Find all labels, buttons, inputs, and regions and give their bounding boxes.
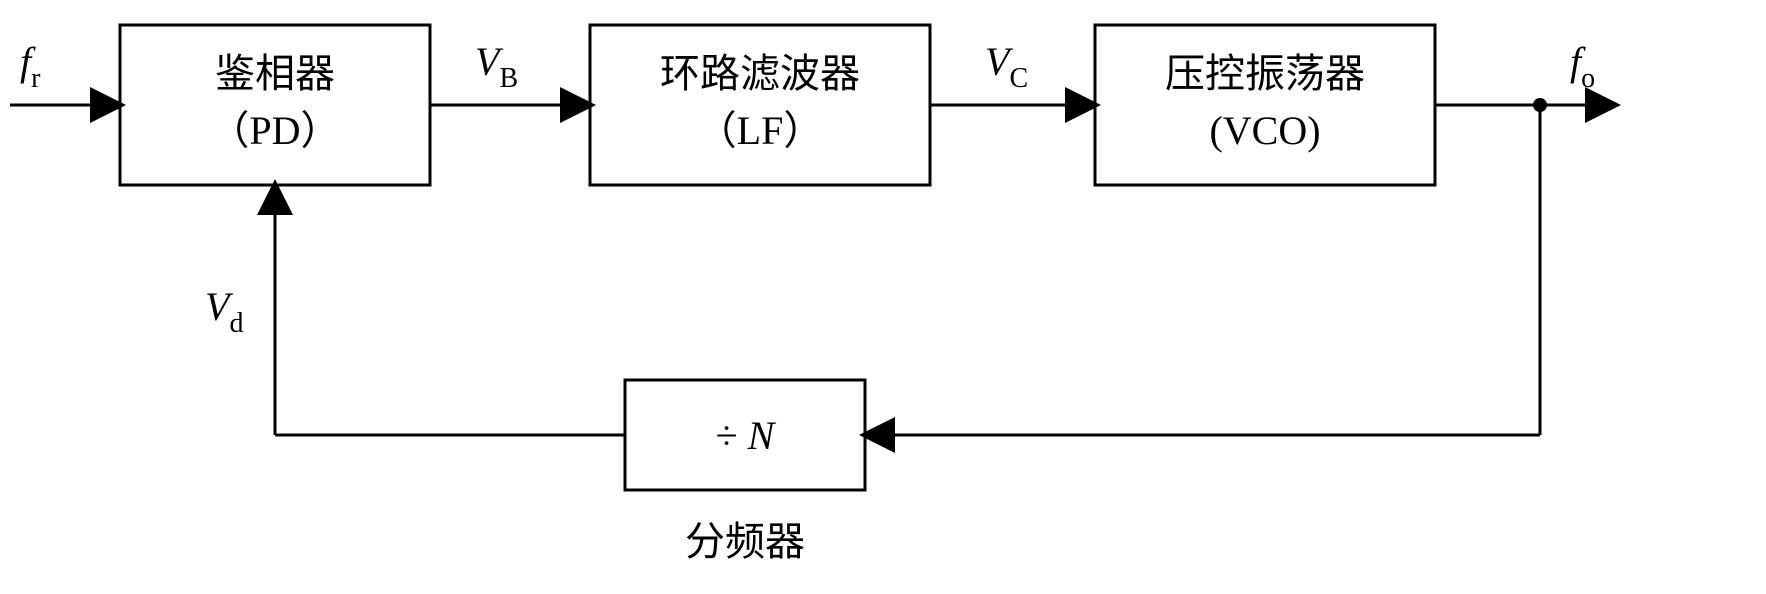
label-vc: VC [985, 39, 1028, 94]
label-vd: Vd [205, 284, 243, 339]
vco-label-1: 压控振荡器 [1165, 51, 1365, 96]
pd-label-1: 鉴相器 [215, 51, 335, 96]
label-fr: fr [20, 39, 41, 94]
pd-block: 鉴相器 （PD） [120, 25, 430, 185]
divider-caption: 分频器 [685, 519, 805, 564]
lf-label-2: （LF） [697, 108, 824, 153]
label-fo: fo [1570, 39, 1595, 94]
divider-label: ÷ N [716, 413, 777, 458]
divider-block: ÷ N [625, 380, 865, 490]
junction-dot [1533, 98, 1547, 112]
lf-box [590, 25, 930, 185]
pd-box [120, 25, 430, 185]
vco-label-2: (VCO) [1209, 108, 1320, 153]
lf-block: 环路滤波器 （LF） [590, 25, 930, 185]
label-vb: VB [475, 39, 518, 94]
lf-label-1: 环路滤波器 [660, 51, 860, 96]
pll-block-diagram: 鉴相器 （PD） 环路滤波器 （LF） 压控振荡器 (VCO) ÷ N fr V… [0, 0, 1766, 594]
vco-block: 压控振荡器 (VCO) [1095, 25, 1435, 185]
vco-box [1095, 25, 1435, 185]
pd-label-2: （PD） [209, 108, 340, 153]
